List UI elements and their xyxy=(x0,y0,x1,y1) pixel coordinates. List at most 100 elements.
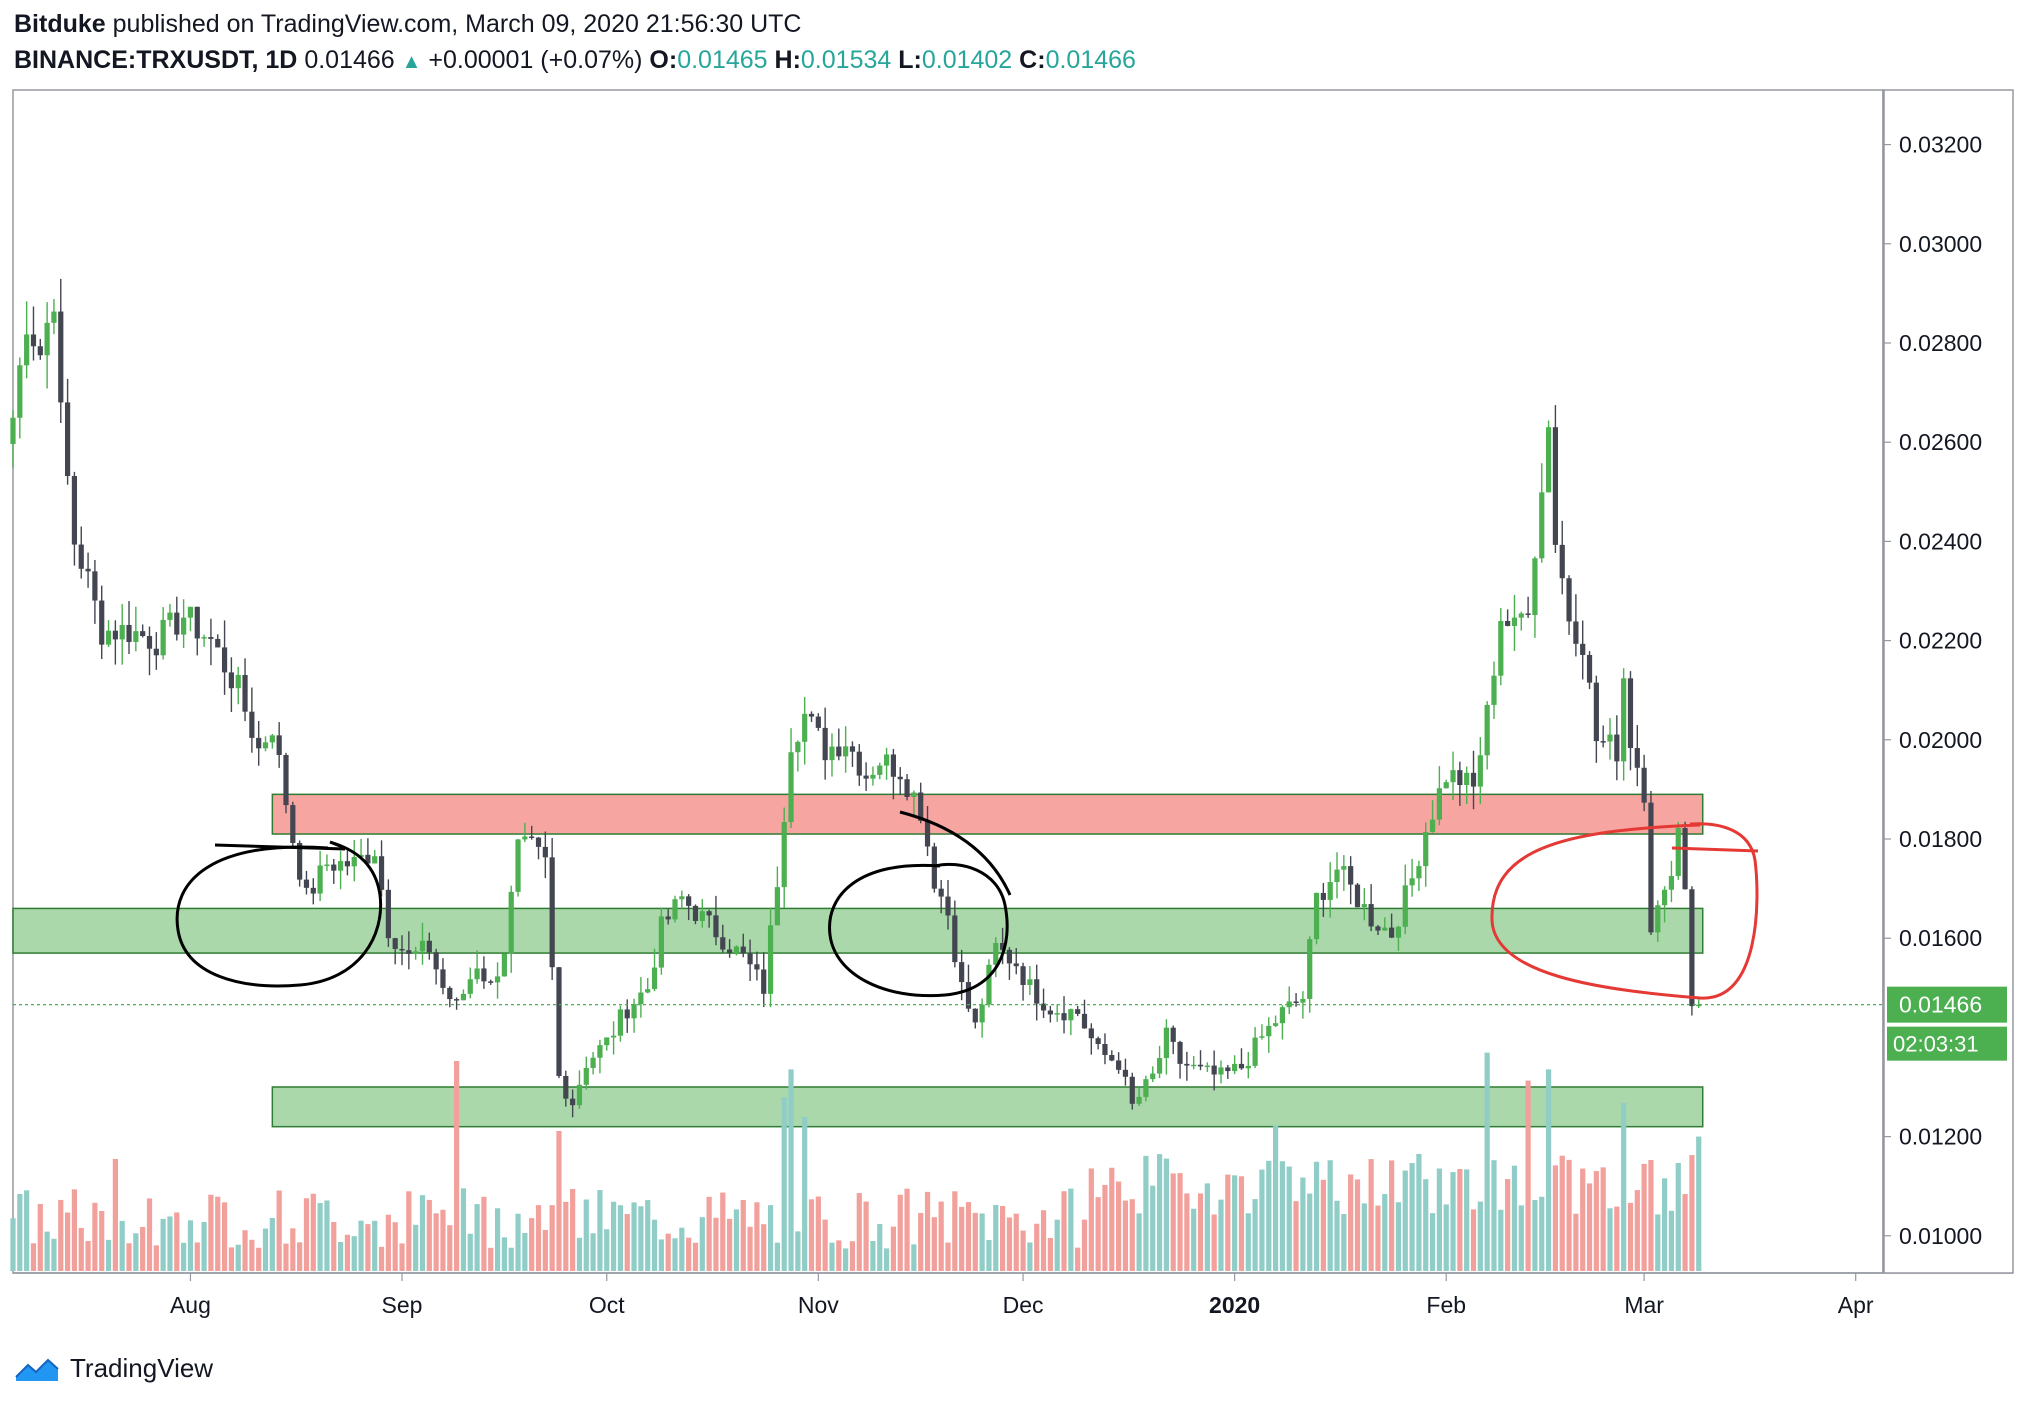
author-name[interactable]: Bitduke xyxy=(14,10,106,38)
candle-body xyxy=(10,417,16,445)
volume-bar xyxy=(1327,1160,1333,1271)
volume-bar xyxy=(1382,1194,1388,1271)
candle-body xyxy=(1129,1076,1135,1104)
candle-body xyxy=(399,948,405,951)
candle-body xyxy=(392,938,398,949)
candle-body xyxy=(1013,963,1019,967)
candle-body xyxy=(829,746,835,761)
candle-body xyxy=(1232,1063,1238,1072)
plot-area[interactable] xyxy=(12,89,1884,1274)
volume-bar xyxy=(426,1199,432,1271)
candle-body xyxy=(51,311,57,323)
volume-bar xyxy=(358,1220,364,1271)
volume-bar xyxy=(1204,1183,1210,1271)
candle-body xyxy=(740,946,746,954)
candle-body xyxy=(515,839,521,892)
volume-bar xyxy=(938,1201,944,1271)
candle-body xyxy=(1498,620,1504,676)
volume-bar xyxy=(1307,1193,1313,1271)
candle-body xyxy=(187,606,194,618)
high-label: H: xyxy=(774,46,801,74)
volume-bar xyxy=(167,1216,173,1271)
candle-body xyxy=(1040,1003,1047,1011)
volume-bar xyxy=(1580,1168,1586,1271)
candle-body xyxy=(1505,620,1511,626)
volume-bar xyxy=(754,1202,760,1271)
candle-body xyxy=(215,638,221,648)
time-tick-label: Dec xyxy=(1003,1292,1044,1318)
candle-body xyxy=(918,792,924,821)
volume-bar xyxy=(1655,1214,1661,1271)
volume-bar xyxy=(64,1212,71,1271)
candle-body xyxy=(426,940,432,953)
price-axis[interactable] xyxy=(1883,89,2014,1274)
candle-body xyxy=(249,711,255,738)
candle-body xyxy=(1163,1027,1169,1059)
volume-bar xyxy=(58,1199,64,1271)
candle-body xyxy=(1375,926,1381,931)
volume-bar xyxy=(1020,1230,1026,1271)
volume-bar xyxy=(488,1247,494,1271)
volume-bar xyxy=(740,1200,746,1271)
volume-bar xyxy=(1545,1069,1552,1271)
candle-body xyxy=(1095,1038,1101,1044)
volume-bar xyxy=(378,1246,385,1271)
candle-body xyxy=(1225,1067,1231,1072)
candle-body xyxy=(1102,1043,1108,1056)
volume-bar xyxy=(1266,1160,1272,1271)
candle-body xyxy=(617,1009,624,1036)
candle-body xyxy=(883,754,890,766)
candle-body xyxy=(1334,869,1340,883)
candle-body xyxy=(720,937,726,950)
candle-body xyxy=(1034,979,1040,1004)
volume-bar xyxy=(1354,1179,1361,1271)
candle-body xyxy=(508,891,514,954)
candle-body xyxy=(1177,1041,1183,1064)
current-price-badge xyxy=(1887,986,2007,1023)
volume-bar xyxy=(897,1194,903,1271)
candle-body xyxy=(727,949,733,953)
candle-body xyxy=(924,820,931,847)
footer-brand[interactable]: TradingView xyxy=(70,1352,214,1383)
candle-body xyxy=(433,952,439,970)
volume-bar xyxy=(1102,1184,1108,1271)
volume-bar xyxy=(795,1231,801,1271)
candle-body xyxy=(1511,617,1518,626)
volume-bar xyxy=(1279,1161,1286,1271)
candle-body xyxy=(1156,1058,1163,1074)
candle-body xyxy=(85,568,91,572)
candle-body xyxy=(419,940,426,952)
volume-bar xyxy=(1539,1196,1545,1271)
volume-bar xyxy=(767,1205,774,1271)
candle-body xyxy=(1409,878,1415,886)
candle-body xyxy=(1621,678,1627,762)
volume-bar xyxy=(1648,1159,1654,1271)
tradingview-logo-icon[interactable] xyxy=(14,1353,60,1383)
volume-bar xyxy=(918,1212,924,1271)
volume-bar xyxy=(1505,1179,1511,1271)
candle-body xyxy=(119,624,125,640)
candle-body xyxy=(1423,832,1429,867)
candle-body xyxy=(1552,427,1559,545)
candle-body xyxy=(1491,675,1497,705)
volume-bar xyxy=(1668,1210,1675,1271)
candle-body xyxy=(679,896,685,900)
candle-body xyxy=(563,1076,569,1099)
candle-body xyxy=(590,1057,596,1068)
candle-body xyxy=(262,742,269,749)
candle-body xyxy=(1170,1027,1176,1042)
candle-body xyxy=(1518,613,1524,618)
candle-body xyxy=(181,617,187,635)
candle-body xyxy=(1300,998,1306,1003)
volume-bar xyxy=(822,1219,828,1271)
volume-bar xyxy=(1177,1173,1183,1271)
volume-bar xyxy=(508,1247,514,1271)
volume-bar xyxy=(1689,1155,1695,1271)
volume-bar xyxy=(1402,1170,1408,1271)
volume-bar xyxy=(604,1229,610,1271)
volume-bar xyxy=(904,1188,910,1271)
volume-bar xyxy=(965,1202,972,1271)
volume-bar xyxy=(515,1213,521,1271)
candle-body xyxy=(542,846,548,858)
